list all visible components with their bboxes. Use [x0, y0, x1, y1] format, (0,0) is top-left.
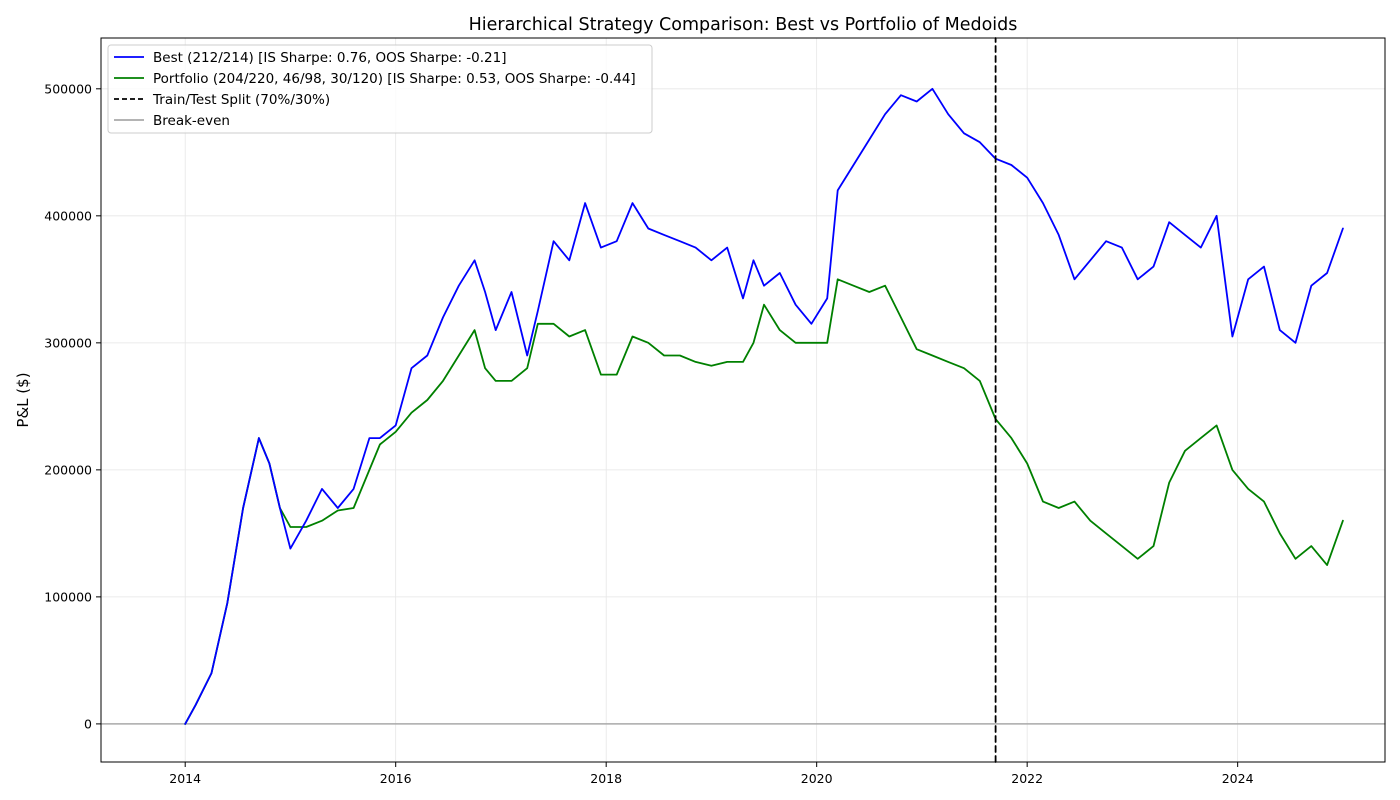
x-tick-label: 2022: [1011, 771, 1043, 786]
x-tick-label: 2018: [590, 771, 622, 786]
x-tick-label: 2020: [801, 771, 833, 786]
legend: Best (212/214) [IS Sharpe: 0.76, OOS Sha…: [107, 44, 653, 134]
portfolio-line: [184, 278, 1344, 725]
y-tick-label: 400000: [44, 208, 92, 223]
x-tick-label: 2024: [1222, 771, 1254, 786]
y-axis-label: P&L ($): [14, 372, 32, 427]
legend-label-best: Best (212/214) [IS Sharpe: 0.76, OOS Sha…: [153, 50, 506, 66]
grid: [101, 38, 1385, 762]
chart-title: Hierarchical Strategy Comparison: Best v…: [469, 15, 1018, 35]
y-tick-label: 100000: [44, 589, 92, 604]
legend-label-portfolio: Portfolio (204/220, 46/98, 30/120) [IS S…: [153, 71, 636, 87]
y-tick-label: 0: [84, 716, 92, 731]
legend-box: [107, 44, 653, 134]
y-tick-label: 500000: [44, 81, 92, 96]
x-tick-label: 2016: [380, 771, 412, 786]
legend-label-split: Train/Test Split (70%/30%): [152, 92, 330, 108]
plot-series: [100, 37, 1386, 763]
y-tick-label: 300000: [44, 335, 92, 350]
y-tick-label: 200000: [44, 462, 92, 477]
plot-frame: [100, 37, 1386, 763]
x-tick-label: 2014: [169, 771, 201, 786]
legend-label-breakeven: Break-even: [153, 113, 230, 129]
axis-ticks: 2014 2016 2018 2020 2022 2024 0 100000 200000 300…: [44, 81, 1253, 786]
best-line: [184, 87, 1344, 725]
